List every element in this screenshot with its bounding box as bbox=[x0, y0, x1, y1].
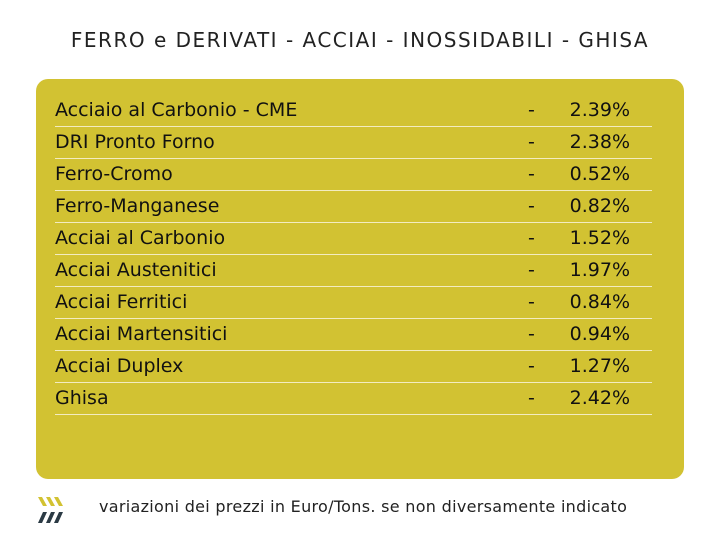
price-panel: Acciaio al Carbonio - CME - 2.39% DRI Pr… bbox=[36, 79, 684, 479]
table-row: Ferro-Cromo - 0.52% bbox=[55, 159, 652, 191]
row-value: 1.97% bbox=[569, 259, 630, 281]
row-name: Acciai Austenitici bbox=[55, 259, 217, 281]
row-name: DRI Pronto Forno bbox=[55, 131, 215, 153]
row-sign: - bbox=[528, 291, 535, 313]
row-name: Acciaio al Carbonio - CME bbox=[55, 99, 298, 121]
row-name: Acciai Ferritici bbox=[55, 291, 188, 313]
table-row: Acciai Austenitici - 1.97% bbox=[55, 255, 652, 287]
row-value: 0.94% bbox=[569, 323, 630, 345]
table-row: Acciaio al Carbonio - CME - 2.39% bbox=[55, 95, 652, 127]
table-row: DRI Pronto Forno - 2.38% bbox=[55, 127, 652, 159]
row-sign: - bbox=[528, 355, 535, 377]
table-row: Ghisa - 2.42% bbox=[55, 383, 652, 415]
slash-stripes-logo-icon bbox=[38, 497, 63, 523]
row-name: Ghisa bbox=[55, 387, 109, 409]
table-row: Acciai Ferritici - 0.84% bbox=[55, 287, 652, 319]
row-value: 2.38% bbox=[569, 131, 630, 153]
row-sign: - bbox=[528, 99, 535, 121]
table-row: Acciai Martensitici - 0.94% bbox=[55, 319, 652, 351]
row-name: Ferro-Manganese bbox=[55, 195, 220, 217]
row-value: 0.82% bbox=[569, 195, 630, 217]
price-table: Acciaio al Carbonio - CME - 2.39% DRI Pr… bbox=[55, 95, 652, 415]
row-name: Ferro-Cromo bbox=[55, 163, 173, 185]
page-title: FERRO e DERIVATI - ACCIAI - INOSSIDABILI… bbox=[70, 28, 650, 52]
row-sign: - bbox=[528, 387, 535, 409]
row-sign: - bbox=[528, 227, 535, 249]
row-sign: - bbox=[528, 323, 535, 345]
row-name: Acciai al Carbonio bbox=[55, 227, 226, 249]
row-sign: - bbox=[528, 195, 535, 217]
row-value: 2.42% bbox=[569, 387, 630, 409]
row-value: 0.84% bbox=[569, 291, 630, 313]
row-name: Acciai Martensitici bbox=[55, 323, 228, 345]
table-row: Ferro-Manganese - 0.82% bbox=[55, 191, 652, 223]
row-sign: - bbox=[528, 131, 535, 153]
row-value: 2.39% bbox=[569, 99, 630, 121]
table-row: Acciai al Carbonio - 1.52% bbox=[55, 223, 652, 255]
row-value: 1.52% bbox=[569, 227, 630, 249]
row-value: 0.52% bbox=[569, 163, 630, 185]
footer-note: variazioni dei prezzi in Euro/Tons. se n… bbox=[99, 497, 628, 516]
table-row: Acciai Duplex - 1.27% bbox=[55, 351, 652, 383]
row-value: 1.27% bbox=[569, 355, 630, 377]
row-name: Acciai Duplex bbox=[55, 355, 184, 377]
row-sign: - bbox=[528, 163, 535, 185]
row-sign: - bbox=[528, 259, 535, 281]
